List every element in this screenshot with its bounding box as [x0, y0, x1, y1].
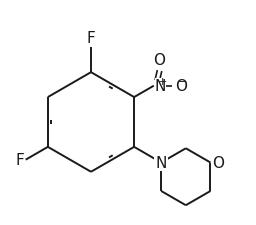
Text: F: F: [16, 153, 24, 167]
Text: −: −: [178, 76, 188, 86]
Text: F: F: [87, 31, 95, 46]
Text: N: N: [155, 155, 167, 170]
Text: O: O: [175, 79, 187, 94]
Text: O: O: [212, 155, 224, 170]
Text: N: N: [155, 79, 166, 94]
Text: O: O: [153, 53, 165, 68]
Text: +: +: [158, 76, 167, 86]
